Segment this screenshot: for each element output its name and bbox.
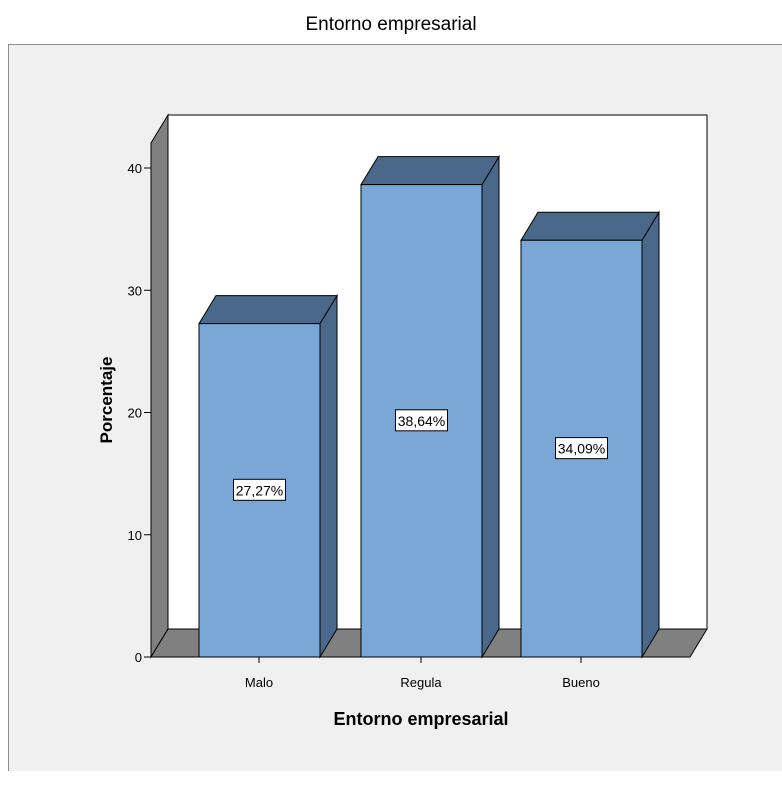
bar-bueno	[520, 210, 660, 659]
data-label-box	[395, 409, 448, 432]
bar-top-face	[360, 156, 500, 186]
data-label-box	[233, 478, 286, 501]
chart-title: Entorno empresarial	[305, 14, 477, 35]
bar-side-face	[319, 293, 338, 659]
y-tick-label: 30	[128, 283, 142, 298]
x-tick-label: Malo	[245, 675, 273, 690]
data-label-bueno: 34,09%	[555, 437, 608, 460]
y-tick-label: 40	[128, 161, 142, 176]
x-tick-label: Regula	[400, 675, 442, 690]
y-tick-label: 0	[135, 650, 142, 665]
y-tick-label: 20	[128, 406, 142, 421]
data-label-text: 34,09%	[558, 441, 605, 457]
y-tick-label: 10	[128, 528, 142, 543]
bar-side-face	[481, 154, 500, 659]
y-axis-title: Porcentaje	[97, 357, 116, 444]
data-label-text: 27,27%	[236, 482, 283, 498]
bar-side-face	[641, 210, 660, 659]
bar-malo	[198, 293, 338, 659]
bar-regula	[360, 154, 500, 659]
x-tick-label: Bueno	[562, 675, 600, 690]
data-label-text: 38,64%	[398, 413, 445, 429]
x-axis-title: Entorno empresarial	[333, 709, 508, 729]
data-label-malo: 27,27%	[233, 478, 286, 501]
bar-top-face	[520, 211, 660, 241]
plot-left-wall	[150, 113, 169, 659]
data-label-regula: 38,64%	[395, 409, 448, 432]
bar-top-face	[198, 295, 338, 325]
data-label-box	[555, 437, 608, 460]
